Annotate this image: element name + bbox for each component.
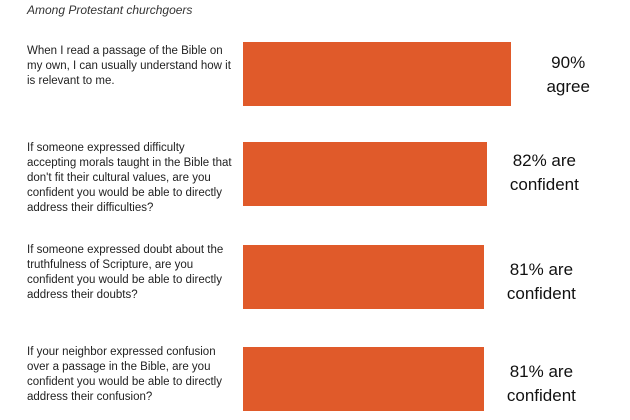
value-label-2-line-2: confident	[509, 175, 579, 194]
bar-2	[243, 142, 488, 206]
question-label-1: When I read a passage of the Bible on my…	[27, 45, 231, 87]
bar-1	[243, 42, 512, 106]
value-label-1: 90% agree	[513, 51, 623, 99]
value-label-2: 82% are confident	[489, 149, 599, 197]
question-label-2: If someone expressed difficulty acceptin…	[27, 142, 232, 214]
bar-4	[243, 347, 485, 411]
value-label-3-line-1: 81% are	[509, 260, 574, 279]
question-label-4: If your neighbor expressed confusion ove…	[27, 346, 222, 403]
bar-3	[243, 245, 485, 309]
question-label-3: If someone expressed doubt about the tru…	[27, 244, 224, 301]
value-label-4-line-1: 81% are	[509, 362, 574, 381]
value-label-4-line-2: confident	[506, 386, 576, 405]
value-label-3: 81% are confident	[486, 258, 596, 306]
value-label-3-line-2: confident	[506, 284, 576, 303]
value-label-2-line-1: 82% are	[512, 151, 577, 170]
value-label-1-line-2: agree	[546, 77, 590, 96]
value-label-4: 81% are confident	[486, 360, 596, 408]
value-label-1-line-1: 90%	[551, 53, 586, 72]
chart-subtitle: Among Protestant churchgoers	[27, 3, 193, 17]
